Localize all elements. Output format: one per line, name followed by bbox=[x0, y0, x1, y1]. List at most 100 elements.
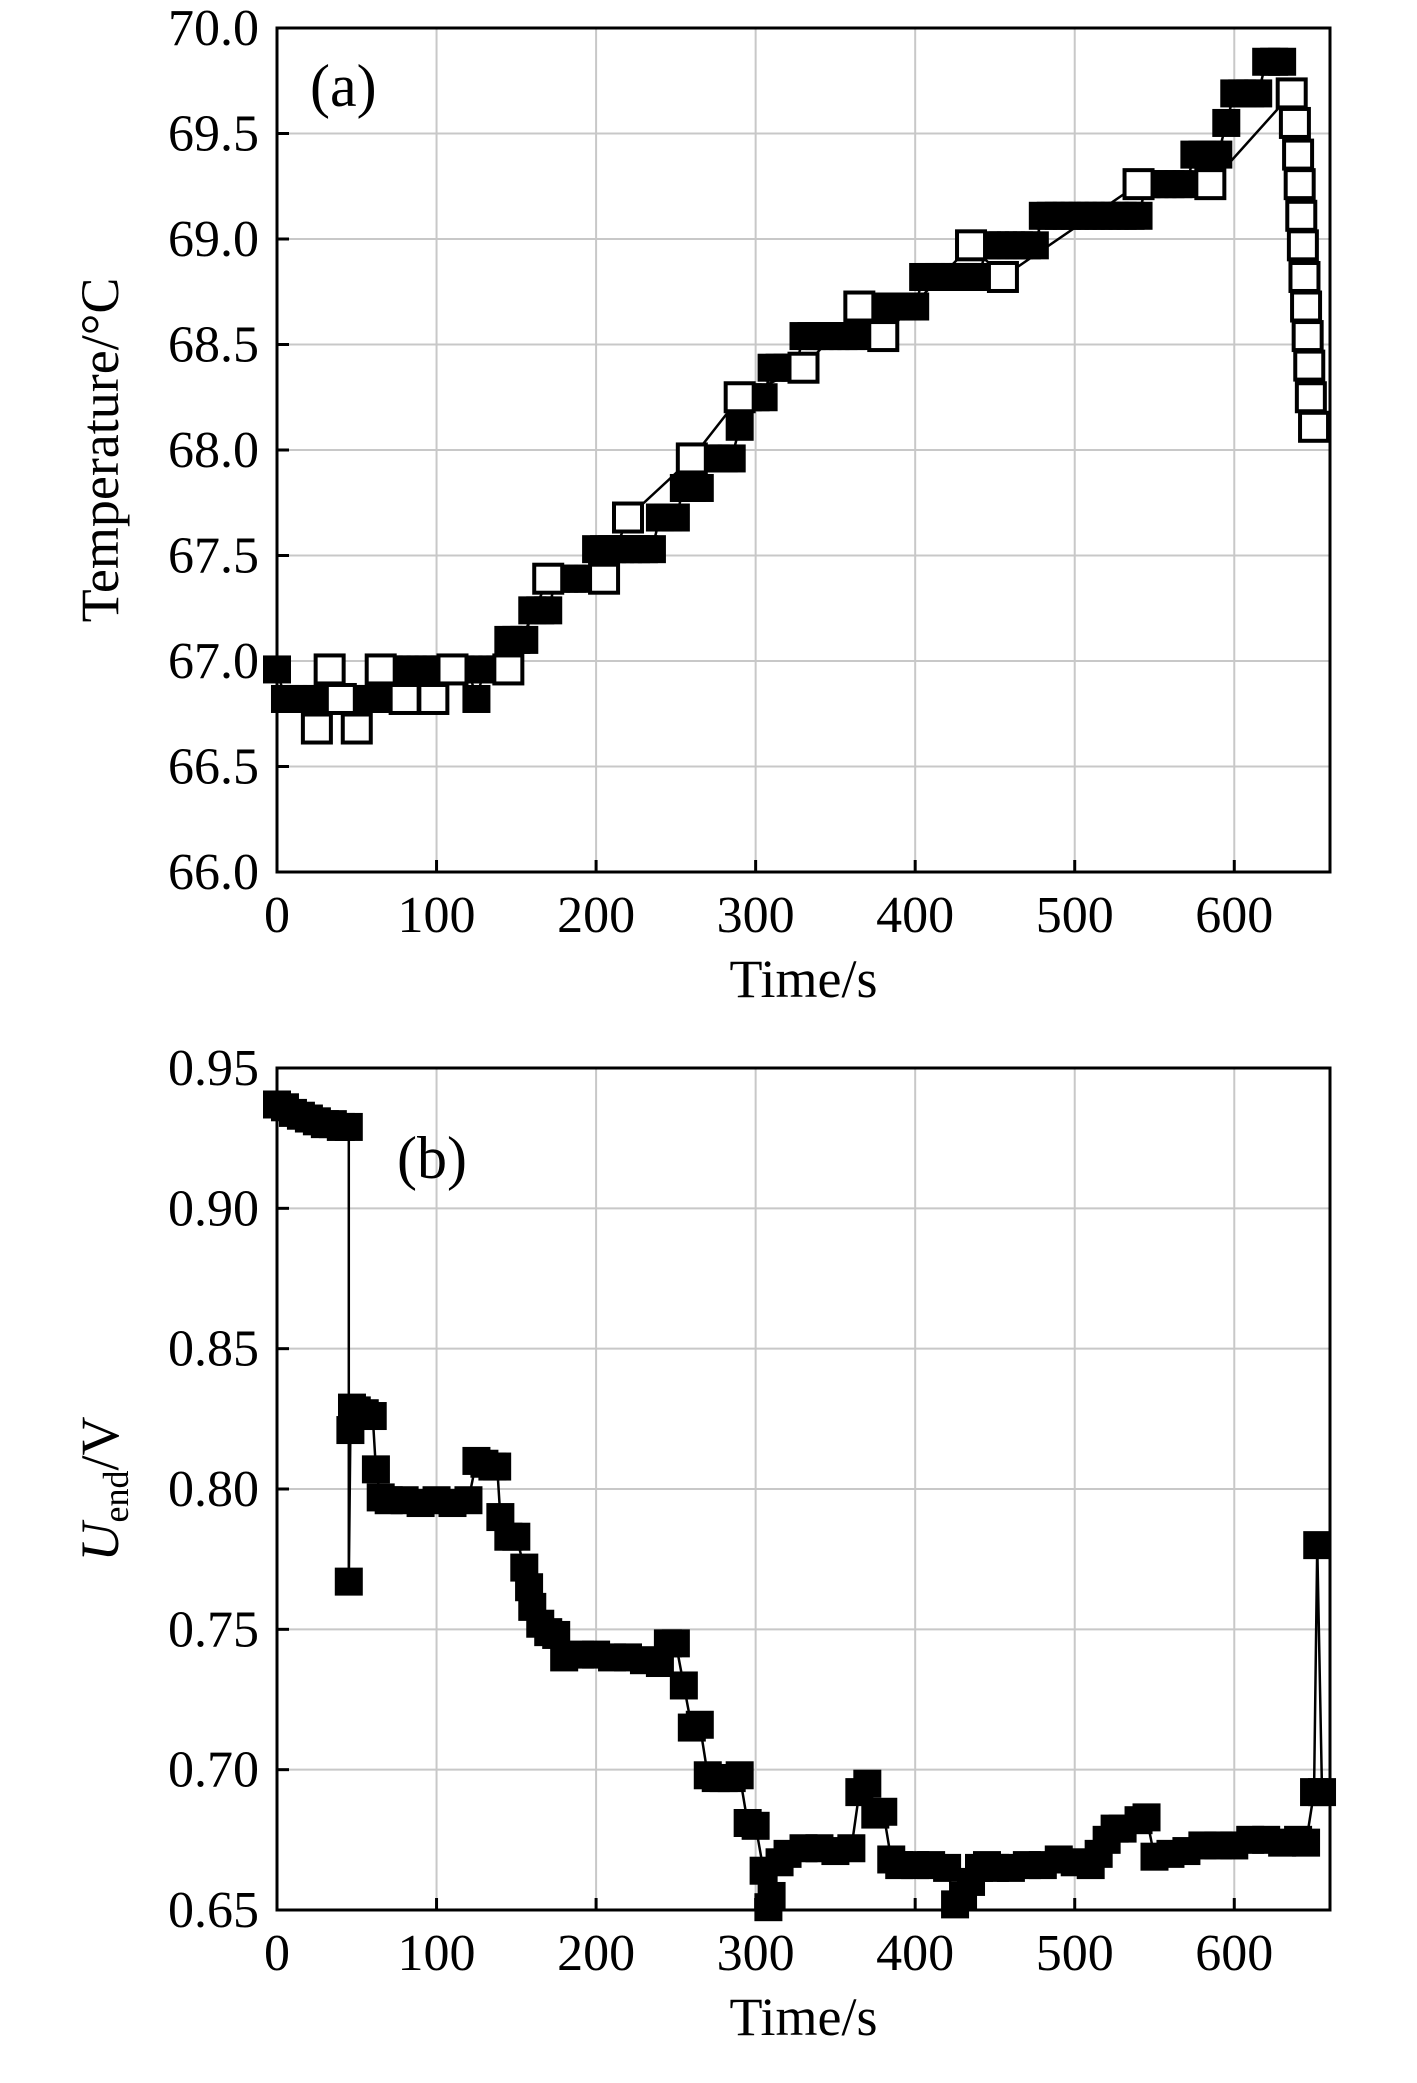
filled-square-marker bbox=[1292, 1828, 1321, 1857]
y-axis-label: Uend/V bbox=[70, 1417, 136, 1562]
open-square-marker bbox=[986, 260, 1019, 293]
x-tick-label: 200 bbox=[557, 1925, 635, 1982]
filled-square-marker bbox=[1303, 1531, 1332, 1560]
chart-uend: 0 100 200 300 400 500 600 0.65 0.70 0.75 0.80 0.85 0… bbox=[70, 1040, 1337, 2047]
x-tick-label: 200 bbox=[557, 887, 635, 944]
filled-square-marker bbox=[1308, 1778, 1337, 1807]
open-square-marker bbox=[612, 501, 644, 534]
filled-square-marker bbox=[361, 1455, 390, 1484]
x-tick-label: 300 bbox=[717, 887, 795, 944]
filled-square-marker bbox=[661, 1629, 690, 1658]
open-square-marker bbox=[436, 653, 469, 686]
y-tick-label: 68.5 bbox=[168, 317, 259, 374]
y-axis-label-unit: /V bbox=[70, 1417, 130, 1471]
open-square-marker bbox=[1122, 168, 1155, 201]
filled-square-marker bbox=[263, 655, 291, 684]
filled-square-marker bbox=[462, 684, 491, 713]
filled-square-marker bbox=[901, 292, 930, 321]
x-tick-label: 500 bbox=[1036, 1925, 1114, 1982]
plot-frame bbox=[275, 26, 1332, 874]
x-tick-label: 500 bbox=[1036, 887, 1114, 944]
y-tick-label: 0.95 bbox=[168, 1040, 259, 1097]
y-tick-label: 0.75 bbox=[168, 1601, 259, 1658]
filled-square-marker bbox=[837, 1834, 866, 1863]
open-square-marker bbox=[417, 682, 450, 715]
open-square-marker bbox=[1288, 260, 1321, 293]
filled-square-marker bbox=[502, 1522, 531, 1551]
open-square-marker bbox=[340, 712, 373, 745]
y-tick-label: 66.0 bbox=[168, 844, 259, 901]
open-square-marker bbox=[388, 682, 421, 715]
open-square-marker bbox=[723, 381, 756, 414]
y-tick-label: 0.85 bbox=[168, 1321, 259, 1378]
x-tick-label: 0 bbox=[264, 1925, 290, 1982]
y-axis-label-subscript: end bbox=[96, 1471, 136, 1523]
filled-square-marker bbox=[685, 1710, 714, 1739]
open-square-marker bbox=[955, 229, 988, 262]
filled-square-marker bbox=[669, 1671, 698, 1700]
x-tick-label: 100 bbox=[398, 1925, 476, 1982]
x-tick-label: 400 bbox=[876, 1925, 954, 1982]
x-axis-label: Time/s bbox=[729, 949, 877, 1009]
open-square-marker bbox=[1282, 138, 1315, 171]
y-tick-label: 69.5 bbox=[168, 106, 259, 163]
filled-square-marker bbox=[725, 412, 754, 441]
y-tick-label: 70.0 bbox=[168, 0, 259, 57]
chart-temperature: 0 100 200 300 400 500 600 66.0 66.5 67.0 67.5 68.0 6… bbox=[70, 0, 1332, 1009]
open-square-marker bbox=[1291, 320, 1324, 353]
x-tick-label: 0 bbox=[264, 887, 290, 944]
open-square-marker bbox=[364, 653, 397, 686]
open-square-marker bbox=[675, 442, 708, 475]
filled-square-marker bbox=[483, 1452, 512, 1481]
x-tick-label: 300 bbox=[717, 1925, 795, 1982]
filled-square-marker bbox=[717, 444, 746, 473]
open-square-marker bbox=[313, 653, 346, 686]
open-square-marker bbox=[787, 351, 820, 384]
open-square-marker bbox=[1194, 168, 1227, 201]
filled-square-marker bbox=[741, 1811, 770, 1840]
filled-square-marker bbox=[725, 1761, 754, 1790]
filled-square-marker bbox=[661, 503, 690, 532]
y-axis-label-symbol: U bbox=[70, 1519, 130, 1561]
filled-square-marker bbox=[1268, 47, 1297, 76]
panel-label: (b) bbox=[397, 1125, 467, 1191]
open-square-marker bbox=[867, 320, 900, 353]
y-tick-label: 69.0 bbox=[168, 211, 259, 268]
filled-square-marker bbox=[1212, 108, 1241, 137]
filled-square-marker bbox=[334, 1112, 363, 1141]
y-tick-label: 0.80 bbox=[168, 1461, 259, 1518]
y-tick-label: 67.5 bbox=[168, 528, 259, 585]
filled-square-marker bbox=[1124, 201, 1153, 230]
y-tick-label: 67.0 bbox=[168, 633, 259, 690]
open-square-marker bbox=[300, 712, 333, 745]
filled-square-marker bbox=[1132, 1803, 1161, 1832]
open-square-marker bbox=[1285, 199, 1318, 232]
x-axis-label: Time/s bbox=[729, 1987, 877, 2047]
filled-square-marker bbox=[334, 1567, 363, 1596]
x-tick-label: 400 bbox=[876, 887, 954, 944]
y-axis-label: Temperature/°C bbox=[70, 278, 130, 623]
filled-square-marker bbox=[757, 1881, 786, 1910]
open-square-marker bbox=[1286, 229, 1319, 262]
x-tick-label: 100 bbox=[398, 887, 476, 944]
x-tick-label: 600 bbox=[1195, 1925, 1273, 1982]
filled-square-marker bbox=[454, 1486, 483, 1515]
open-square-marker bbox=[588, 562, 621, 595]
y-tick-label: 0.90 bbox=[168, 1180, 259, 1237]
filled-square-marker bbox=[869, 1797, 898, 1826]
filled-square-marker bbox=[637, 535, 666, 564]
y-tick-label: 68.0 bbox=[168, 422, 259, 479]
open-square-marker bbox=[1283, 168, 1316, 201]
y-tick-label: 0.70 bbox=[168, 1742, 259, 1799]
panel-label: (a) bbox=[310, 53, 377, 119]
filled-square-marker bbox=[685, 473, 714, 502]
x-tick-label: 600 bbox=[1195, 887, 1273, 944]
open-square-marker bbox=[492, 653, 525, 686]
y-tick-label: 0.65 bbox=[168, 1882, 259, 1939]
filled-square-marker bbox=[1244, 79, 1273, 108]
open-square-marker bbox=[1294, 381, 1327, 414]
filled-square-marker bbox=[933, 1853, 962, 1882]
filled-square-marker bbox=[358, 1402, 387, 1431]
open-square-marker bbox=[1290, 290, 1323, 323]
